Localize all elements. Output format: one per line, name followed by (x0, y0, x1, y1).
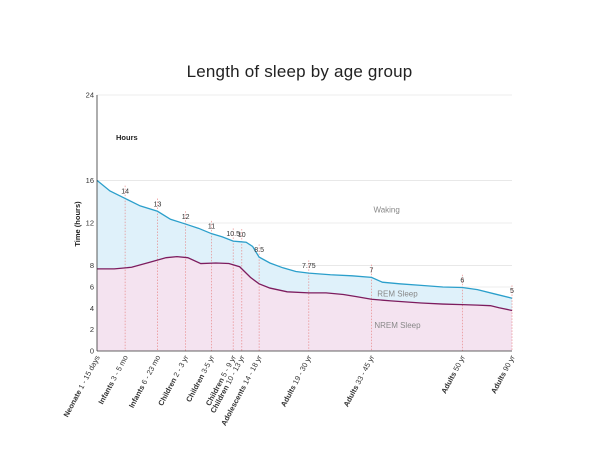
value-label: 11 (208, 224, 215, 231)
region-label: REM Sleep (377, 290, 418, 299)
nrem-line (97, 255, 513, 312)
nrem-area (97, 256, 512, 351)
value-label: 6 (460, 278, 464, 285)
x-tick-label: Adults 90 yr (489, 353, 517, 395)
x-tick-label: Adults 33 - 45 yr (342, 353, 377, 408)
x-tick-label: Neonate 1 - 15 days (62, 354, 102, 419)
value-label: 12 (182, 214, 190, 221)
region-labels: Waking REM Sleep NREM Sleep (373, 205, 421, 330)
dashed-guides (124, 185, 513, 351)
y-tick-label: 8 (90, 261, 94, 270)
x-tick-label: Infants 3 - 5 mo (96, 354, 129, 406)
value-label: 13 (154, 201, 162, 208)
x-tick-label: Adults 19 - 30 yr (279, 353, 314, 408)
y-tick-label: 0 (90, 347, 94, 356)
value-label: 10 (238, 232, 246, 239)
region-label: Waking (373, 205, 399, 214)
region-label: NREM Sleep (374, 321, 421, 330)
hours-label: Hours (116, 133, 138, 142)
areas (97, 180, 512, 351)
y-tick-label: 24 (86, 91, 94, 100)
series-lines (96, 179, 513, 312)
y-axis-label: Time (hours) (73, 201, 82, 247)
value-label: 10.5 (226, 231, 240, 238)
chart-title: Length of sleep by age group (186, 62, 413, 81)
x-tick-label: Adults 50 yr (439, 353, 467, 395)
y-tick-label: 6 (90, 283, 94, 292)
y-tick-label: 4 (90, 304, 94, 313)
axes (96, 95, 512, 352)
y-tick-label: 2 (90, 325, 94, 334)
value-label: 5 (510, 288, 514, 295)
value-labels: 14 13 12 11 10.510 8.5 7.75 7 6 5 (121, 188, 514, 295)
rem-area (97, 180, 512, 311)
value-label: 8.5 (254, 247, 264, 254)
value-label: 14 (121, 188, 129, 195)
value-label: 7 (370, 267, 374, 274)
y-tick-label: 16 (86, 176, 94, 185)
value-label: 7.75 (302, 263, 316, 270)
total-sleep-line (96, 179, 513, 299)
y-tick-label: 12 (86, 219, 94, 228)
